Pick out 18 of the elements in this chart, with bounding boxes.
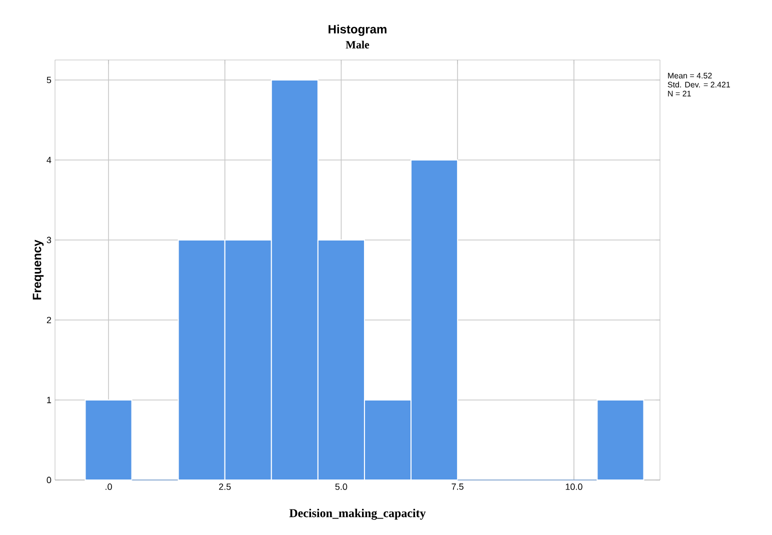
- x-tick-label: .0: [106, 484, 112, 490]
- x-tick-label: 7.5: [452, 484, 464, 490]
- y-tick-label: 2: [46, 316, 52, 324]
- x-axis-title: Decision_making_capacity: [289, 508, 426, 520]
- y-tick-label: 4: [46, 156, 52, 164]
- text: Std. Dev. = 2.421: [668, 82, 730, 88]
- chart-title: Histogram: [328, 24, 386, 36]
- y-tick-label: 5: [46, 76, 52, 84]
- x-tick-label: 2.5: [219, 484, 231, 490]
- y-tick-label: 3: [46, 236, 52, 244]
- y-tick-label: 1: [47, 396, 52, 404]
- text: N = 21: [668, 90, 691, 96]
- chart-subtitle: Male: [346, 40, 370, 48]
- x-tick-label: 10.0: [566, 484, 582, 490]
- x-tick-label: 5.0: [335, 484, 348, 490]
- text: Mean = 4.52: [668, 72, 712, 78]
- y-axis-title: Frequency: [32, 240, 44, 300]
- y-tick-label: 0: [46, 476, 52, 484]
